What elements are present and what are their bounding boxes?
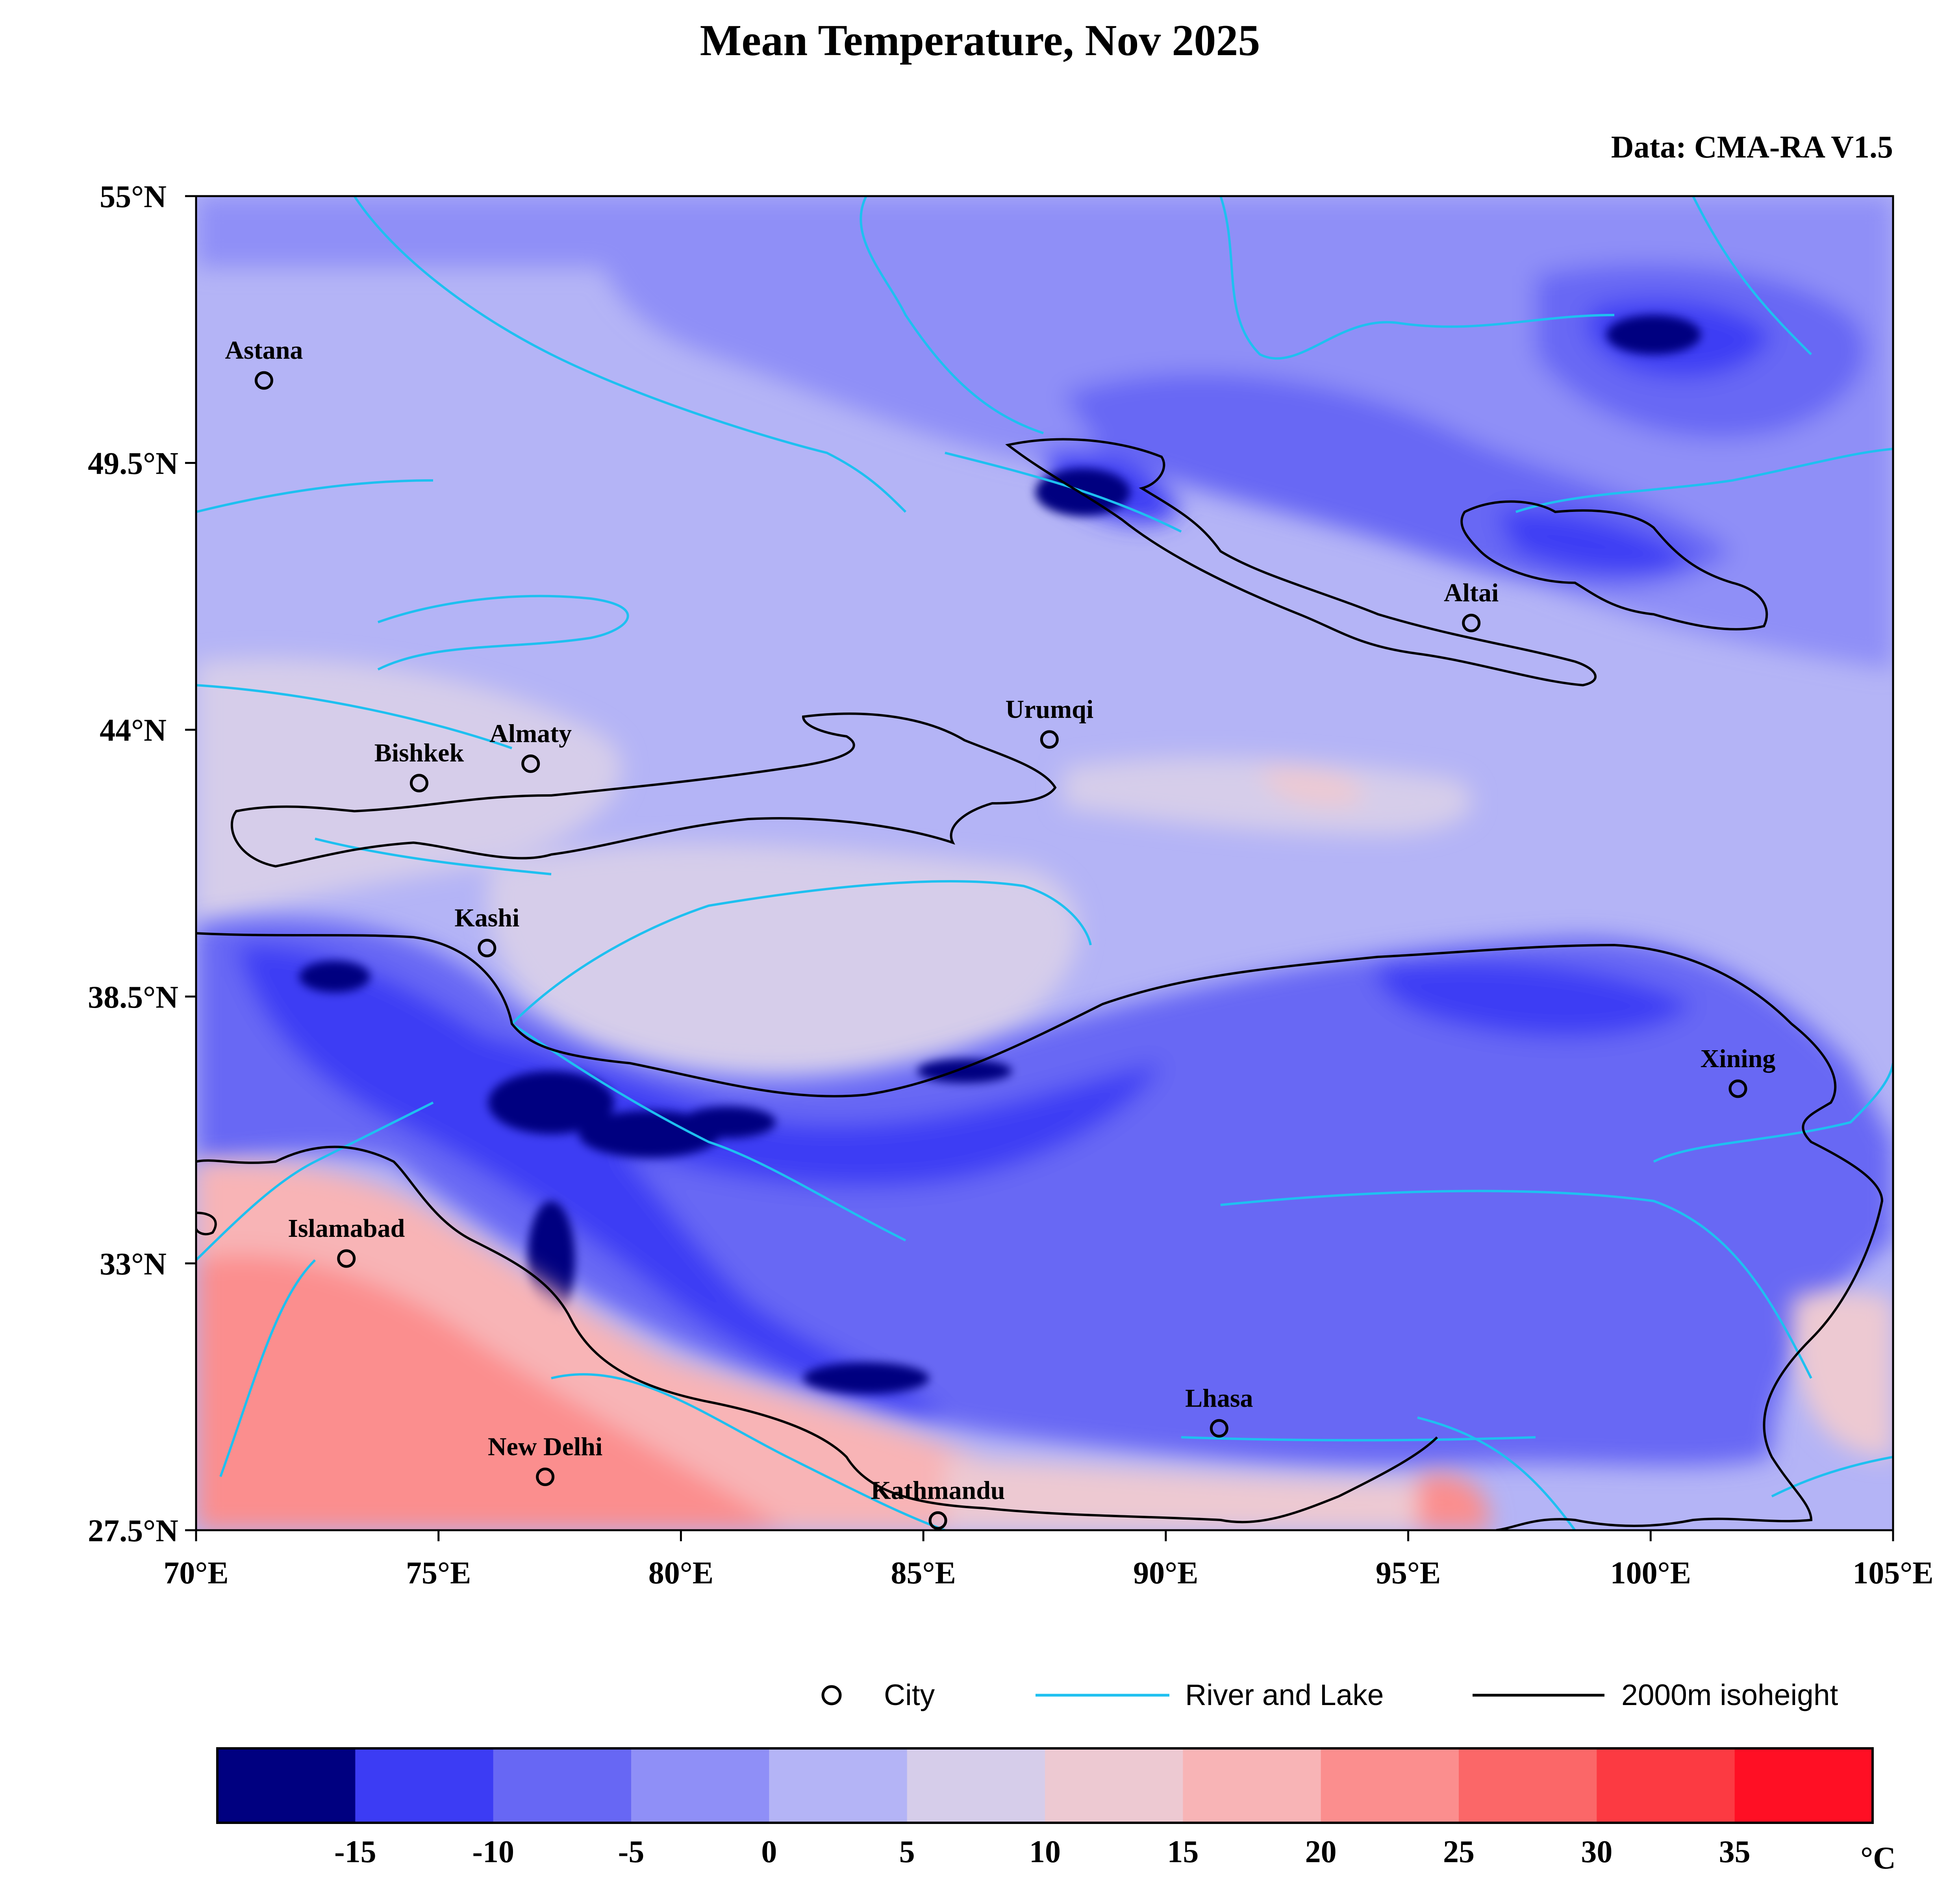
y-tick-label: 33°N bbox=[100, 1247, 167, 1281]
colorbar-swatch bbox=[217, 1748, 356, 1823]
colorbar-tick-label: 20 bbox=[1305, 1835, 1337, 1869]
city-altai: Altai bbox=[1444, 578, 1499, 632]
colorbar-frame bbox=[216, 1747, 1874, 1824]
axis-ticks: 70°E 75°E 80°E 85°E 90°E 95°E 100°E 105°E 55°N 49… bbox=[88, 180, 1934, 1590]
colorbar-swatch bbox=[907, 1748, 1045, 1823]
y-tick-label: 27.5°N bbox=[88, 1514, 178, 1548]
legend-river-label: River and Lake bbox=[1185, 1678, 1384, 1711]
city-xining: Xining bbox=[1701, 1044, 1776, 1098]
isoheight-2000m bbox=[196, 438, 1884, 1530]
colorbar-swatch bbox=[1183, 1748, 1321, 1823]
colorbar-tick-label: 35 bbox=[1719, 1835, 1751, 1869]
colorbar-tick-label: 10 bbox=[1029, 1835, 1061, 1869]
colorbar-swatch bbox=[1321, 1748, 1459, 1823]
city-marker-icon bbox=[254, 371, 273, 390]
city-label: Kathmandu bbox=[871, 1476, 1005, 1505]
city-astana: Astana bbox=[225, 336, 303, 390]
map-legend: City River and Lake 2000m isoheight bbox=[821, 1678, 1838, 1711]
city-marker-icon bbox=[1462, 614, 1481, 632]
city-new-delhi: New Delhi bbox=[488, 1432, 602, 1486]
city-almaty: Almaty bbox=[489, 719, 572, 773]
x-tick-label: 85°E bbox=[891, 1556, 956, 1590]
x-tick-label: 95°E bbox=[1376, 1556, 1441, 1590]
city-label: Urumqi bbox=[1005, 695, 1093, 724]
city-label: Bishkek bbox=[374, 739, 464, 767]
y-tick-label: 44°N bbox=[100, 713, 167, 748]
colorbar-swatch bbox=[355, 1748, 494, 1823]
legend-city-label: City bbox=[884, 1678, 935, 1711]
city-marker-legend-icon bbox=[821, 1685, 842, 1705]
city-marker-icon bbox=[1210, 1419, 1228, 1438]
x-tick-label: 105°E bbox=[1853, 1556, 1933, 1590]
colorbar-swatch bbox=[1459, 1748, 1597, 1823]
map-title: Mean Temperature, Nov 2025 bbox=[700, 16, 1260, 65]
colorbar-tick-label: -10 bbox=[472, 1835, 514, 1869]
city-label: Islamabad bbox=[288, 1214, 405, 1243]
y-tick-label: 55°N bbox=[100, 180, 167, 214]
temperature-field bbox=[196, 196, 1893, 1530]
colorbar-tick-label: 0 bbox=[761, 1835, 777, 1869]
city-label: Almaty bbox=[489, 719, 572, 748]
rivers-and-lakes bbox=[196, 196, 1893, 1530]
city-label: Xining bbox=[1701, 1044, 1776, 1073]
colorbar-tick-label: -5 bbox=[618, 1835, 645, 1869]
city-label: Kashi bbox=[454, 904, 519, 932]
city-kashi: Kashi bbox=[454, 904, 519, 958]
city-lhasa: Lhasa bbox=[1185, 1384, 1253, 1438]
city-label: Astana bbox=[225, 336, 303, 365]
colorbar-swatch bbox=[1597, 1748, 1735, 1823]
colorbar-swatch bbox=[631, 1748, 770, 1823]
colorbar-tick-label: 15 bbox=[1167, 1835, 1199, 1869]
colorbar-unit-label: °C bbox=[1860, 1841, 1896, 1876]
x-tick-label: 90°E bbox=[1133, 1556, 1198, 1590]
city-marker-icon bbox=[337, 1249, 356, 1268]
city-marker-icon bbox=[478, 939, 496, 958]
colorbar-swatch bbox=[493, 1748, 632, 1823]
x-tick-label: 75°E bbox=[406, 1556, 471, 1590]
city-marker-icon bbox=[928, 1511, 947, 1530]
temperature-colorbar: -15 -10 -5 0 5 10 15 20 25 30 35 °C bbox=[216, 1747, 1896, 1876]
city-label: New Delhi bbox=[488, 1432, 602, 1461]
colorbar-tick-label: 5 bbox=[899, 1835, 915, 1869]
city-kathmandu: Kathmandu bbox=[871, 1476, 1005, 1530]
city-marker-icon bbox=[1728, 1079, 1747, 1098]
plot-frame bbox=[195, 195, 1894, 1531]
x-tick-label: 100°E bbox=[1610, 1556, 1691, 1590]
data-source-label: Data: CMA-RA V1.5 bbox=[1611, 130, 1893, 165]
city-label: Lhasa bbox=[1185, 1384, 1253, 1412]
city-label: Altai bbox=[1444, 578, 1499, 607]
colorbar-tick-label: -15 bbox=[334, 1835, 376, 1869]
legend-isoheight-label: 2000m isoheight bbox=[1621, 1678, 1838, 1711]
city-marker-icon bbox=[409, 774, 428, 793]
colorbar-tick-label: 30 bbox=[1581, 1835, 1612, 1869]
city-islamabad: Islamabad bbox=[288, 1214, 405, 1268]
x-tick-label: 80°E bbox=[648, 1556, 713, 1590]
city-marker-icon bbox=[1040, 730, 1059, 749]
city-marker-icon bbox=[521, 754, 540, 773]
colorbar-swatch bbox=[1734, 1748, 1873, 1823]
colorbar-tick-label: 25 bbox=[1443, 1835, 1475, 1869]
y-tick-label: 49.5°N bbox=[88, 447, 178, 481]
x-tick-label: 70°E bbox=[163, 1556, 228, 1590]
colorbar-swatch bbox=[1045, 1748, 1184, 1823]
city-marker-icon bbox=[536, 1467, 555, 1486]
cities-layer: Astana Bishkek Almaty Urumqi Altai Kashi Xinin… bbox=[225, 336, 1776, 1530]
city-urumqi: Urumqi bbox=[1005, 695, 1093, 749]
city-bishkek: Bishkek bbox=[374, 739, 464, 793]
colorbar-swatch bbox=[769, 1748, 908, 1823]
y-tick-label: 38.5°N bbox=[88, 980, 178, 1015]
